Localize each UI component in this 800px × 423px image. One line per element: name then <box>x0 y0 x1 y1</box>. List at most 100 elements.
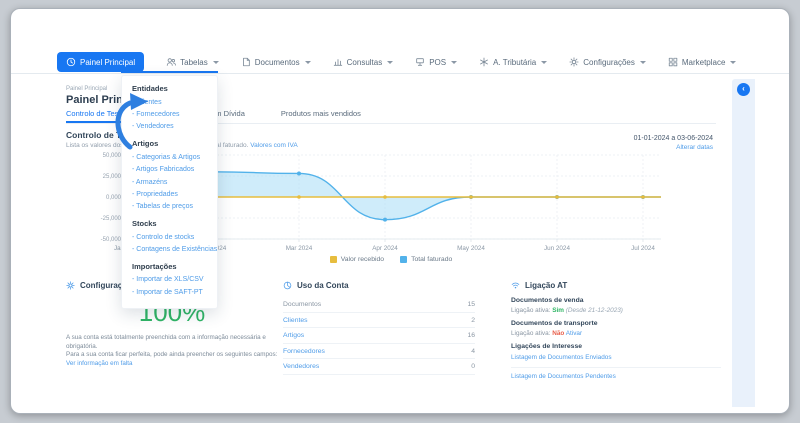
nav-item-marketplace[interactable]: Marketplace <box>668 57 737 67</box>
menu-item-propriedades[interactable]: - Propriedades <box>132 188 207 200</box>
usage-rows: Documentos 15 Clientes2 Artigos 16 Fornecedor… <box>283 297 475 375</box>
menu-item-artigos-fabricados[interactable]: - Artigos Fabricados <box>132 164 207 176</box>
at-transporte-label: Ligação ativa: <box>511 330 550 337</box>
legend-item-total-faturado: Total faturado <box>400 256 452 263</box>
menu-item-controlo-de-stocks[interactable]: - Controlo de stocks <box>132 231 207 243</box>
menu-item-vendedores[interactable]: - Vendedores <box>132 121 207 133</box>
nav-item-consultas[interactable]: Consultas <box>333 57 394 67</box>
clock-icon <box>66 57 76 67</box>
at-panel: Ligação AT Documentos de venda Ligação a… <box>511 281 721 380</box>
svg-text:Apr 2024: Apr 2024 <box>372 245 398 252</box>
at-venda-label: Ligação ativa: <box>511 307 550 314</box>
menu-item-importar-de-saft-pt[interactable]: - Importar de SAFT-PT <box>132 286 207 298</box>
chevron-down-icon <box>541 61 547 64</box>
usage-row-label: Documentos <box>283 301 321 308</box>
missing-info-link[interactable]: Ver informação em falta <box>66 360 133 367</box>
nav-item-pos[interactable]: POS <box>415 57 457 67</box>
menu-item-contagens-de-exist-ncias[interactable]: - Contagens de Existências <box>132 243 207 255</box>
usage-panel-title: Uso da Conta <box>297 281 349 290</box>
usage-row-label[interactable]: Clientes <box>283 317 308 324</box>
at-transporte-header: Documentos de transporte <box>511 320 721 327</box>
at-venda-note: (Desde 21-12-2023) <box>566 307 623 314</box>
sent-documents-link[interactable]: Listagem de Documentos Enviados <box>511 354 721 361</box>
menu-section-title: Stocks <box>132 219 207 228</box>
at-panel-title: Ligação AT <box>525 281 567 290</box>
menu-item-fornecedores[interactable]: - Fornecedores <box>132 108 207 120</box>
chevron-down-icon <box>305 61 311 64</box>
usage-row-value: 15 <box>467 301 475 308</box>
nav-item-tabelas[interactable]: Tabelas <box>166 57 219 67</box>
legend-label: Valor recebido <box>341 256 384 263</box>
nav-item-label: Painel Principal <box>80 58 135 67</box>
svg-text:Jun 2024: Jun 2024 <box>544 245 570 252</box>
svg-text:Jul 2024: Jul 2024 <box>631 245 655 252</box>
legend-label: Total faturado <box>411 256 452 263</box>
menu-item-armaz-ns[interactable]: - Armazéns <box>132 176 207 188</box>
menu-section-entidades: Entidades- Clientes- Fornecedores- Vende… <box>132 84 207 133</box>
at-interesse-header: Ligações de Interesse <box>511 343 721 350</box>
svg-text:0,000: 0,000 <box>106 195 122 201</box>
menu-item-categorias-artigos[interactable]: - Categorias & Artigos <box>132 151 207 163</box>
chevron-down-icon <box>213 61 219 64</box>
usage-row-value: 16 <box>467 332 475 339</box>
nav-item-label: Configurações <box>583 58 635 67</box>
usage-row-value: 0 <box>471 363 475 370</box>
nav-item-label: Tabelas <box>180 58 208 67</box>
usage-row-clientes: Clientes2 <box>283 313 475 329</box>
pie-chart-icon <box>283 281 292 290</box>
nav-item-documentos[interactable]: Documentos <box>241 57 311 67</box>
nav-item-label: Documentos <box>255 58 300 67</box>
wifi-icon <box>511 281 520 290</box>
nav-item-label: POS <box>429 58 446 67</box>
menu-item-tabelas-de-pre-os[interactable]: - Tabelas de preços <box>132 201 207 213</box>
help-side-panel[interactable]: ‹ <box>732 79 755 407</box>
nav-item-label: Marketplace <box>682 58 726 67</box>
nav-item-label: Consultas <box>347 58 383 67</box>
document-icon <box>241 57 251 67</box>
activate-link[interactable]: Ativar <box>566 330 582 337</box>
svg-text:25,000: 25,000 <box>103 174 122 180</box>
marketplace-icon <box>668 57 678 67</box>
tab-produtos-mais-vendidos[interactable]: Produtos mais vendidos <box>281 109 361 123</box>
menu-item-importar-de-xls-csv[interactable]: - Importar de XLS/CSV <box>132 274 207 286</box>
app-window: Painel Principal Tabelas Documentos Consult… <box>10 8 790 414</box>
chevron-down-icon <box>730 61 736 64</box>
menu-section-stocks: Stocks - Controlo de stocks- Contagens de… <box>132 219 207 256</box>
pos-icon <box>415 57 425 67</box>
menu-item-clientes[interactable]: - Clientes <box>132 96 207 108</box>
date-range: 01-01-2024 a 03-06-2024 <box>634 135 713 142</box>
gear-icon <box>66 281 75 290</box>
svg-text:Mar 2024: Mar 2024 <box>286 245 313 252</box>
bar-chart-icon <box>333 57 343 67</box>
nav-item-painel-principal[interactable]: Painel Principal <box>57 52 144 72</box>
usage-row-documentos: Documentos 15 <box>283 297 475 313</box>
values-with-iva-link[interactable]: Valores com IVA <box>250 142 297 149</box>
usage-row-fornecedores: Fornecedores 4 <box>283 344 475 360</box>
svg-text:-50,000: -50,000 <box>101 237 122 243</box>
pending-documents-link[interactable]: Listagem de Documentos Pendentes <box>511 367 721 380</box>
menu-section-title: Artigos <box>132 139 207 148</box>
navbar-divider <box>11 73 789 74</box>
tax-icon <box>479 57 489 67</box>
legend-item-valor-recebido: Valor recebido <box>330 256 384 263</box>
usage-row-label[interactable]: Fornecedores <box>283 348 325 355</box>
nav-item-a-tribut-ria[interactable]: A. Tributária <box>479 57 547 67</box>
at-venda-status: Sim <box>552 307 564 314</box>
usage-row-value: 4 <box>471 348 475 355</box>
at-venda-header: Documentos de venda <box>511 297 721 304</box>
usage-row-label[interactable]: Vendedores <box>283 363 319 370</box>
chevron-down-icon <box>387 61 393 64</box>
usage-row-label[interactable]: Artigos <box>283 332 304 339</box>
svg-text:-25,000: -25,000 <box>101 216 122 222</box>
legend-swatch <box>400 256 407 263</box>
usage-row-artigos: Artigos 16 <box>283 328 475 344</box>
nav-item-configura-es[interactable]: Configurações <box>569 57 646 67</box>
config-line2: Para a sua conta ficar perfeita, pode ai… <box>66 351 277 358</box>
collapse-panel-button[interactable]: ‹ <box>737 83 750 96</box>
nav-item-label: A. Tributária <box>493 58 536 67</box>
usage-panel: Uso da Conta Documentos15Clientes2Artigo… <box>283 281 475 375</box>
svg-text:May 2024: May 2024 <box>457 245 485 252</box>
chevron-down-icon <box>640 61 646 64</box>
svg-text:50,000: 50,000 <box>103 153 122 159</box>
menu-section-artigos: Artigos - Categorias & Artigos- Artigos F… <box>132 139 207 213</box>
